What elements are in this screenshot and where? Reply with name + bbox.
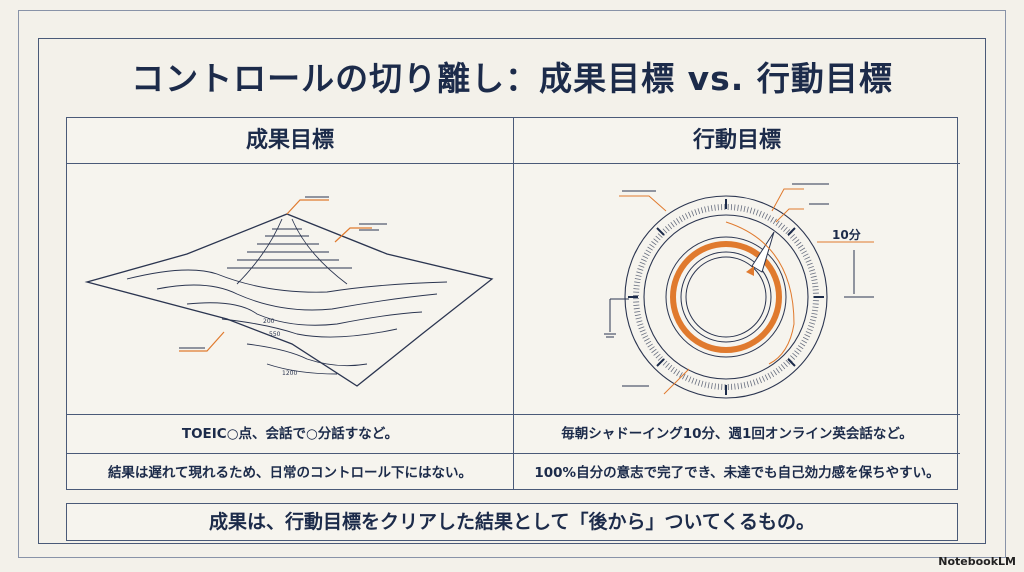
progress-ring: [670, 241, 782, 353]
contour-label: 200: [263, 318, 275, 325]
contour-label: 1200: [282, 370, 297, 377]
page-title: コントロールの切り離し：成果目標 vs. 行動目標: [131, 59, 893, 98]
topographic-mountain-icon: 200 550 1200: [84, 196, 494, 387]
dial-label: 10分: [832, 227, 861, 242]
conclusion-box: 成果は、行動目標をクリアした結果として「後から」ついてくるもの。: [66, 503, 958, 541]
column-header: 行動目標: [514, 118, 960, 164]
outer-frame: [18, 10, 1006, 558]
contour-label: 550: [269, 331, 281, 338]
column-action-goal: 行動目標: [513, 118, 960, 489]
column-outcome-goal: 成果目標: [67, 118, 513, 489]
outcome-example: TOEIC○点、会話で○分話すなど。: [67, 415, 513, 454]
dial-gauge-icon: 10分: [604, 183, 874, 399]
column-header: 成果目標: [67, 118, 513, 164]
notebooklm-logo: NotebookLM: [938, 555, 1016, 568]
action-example: 毎朝シャドーイング10分、週1回オンライン英会話など。: [514, 415, 960, 454]
mountain-illustration: 200 550 1200: [67, 164, 513, 415]
outcome-description: 結果は遅れて現れるため、日常のコントロール下にはない。: [107, 465, 473, 481]
dial-illustration: 10分: [514, 164, 960, 415]
action-description: 100%自分の意志で完了でき、未達でも自己効力感を保ちやすい。: [534, 465, 940, 481]
comparison-table: 成果目標: [66, 117, 960, 490]
inner-frame: [38, 38, 986, 544]
